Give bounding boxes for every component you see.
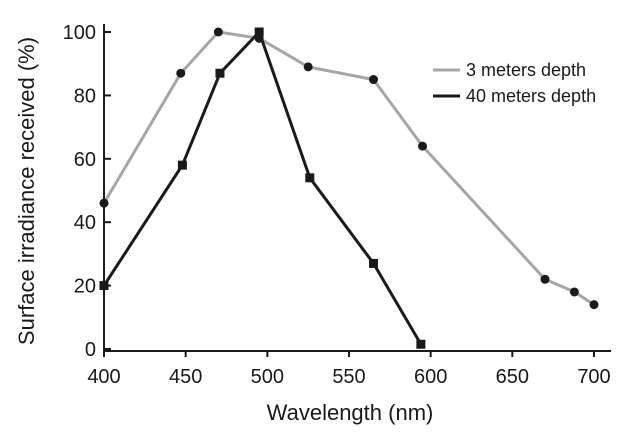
data-point-circle xyxy=(569,287,579,297)
x-tick-label: 550 xyxy=(332,366,365,388)
series-line xyxy=(102,30,595,306)
x-axis-title: Wavelength (nm) xyxy=(267,400,434,425)
y-tick-label: 60 xyxy=(74,149,96,171)
y-ticks: 0 20 40 60 80 100 xyxy=(63,22,111,361)
data-point-square xyxy=(369,258,378,268)
series-2 xyxy=(99,27,426,349)
x-tick-label: 700 xyxy=(577,366,610,388)
data-point-square xyxy=(99,281,109,291)
x-tick-label: 400 xyxy=(87,366,120,388)
series-1 xyxy=(99,27,599,310)
x-tick-label: 600 xyxy=(414,366,447,388)
y-tick-label: 80 xyxy=(74,85,96,107)
y-tick-label: 100 xyxy=(63,22,96,44)
y-tick-label: 40 xyxy=(74,212,96,234)
x-ticks: 400 450 500 550 600 650 700 xyxy=(87,351,611,388)
data-point-square xyxy=(177,160,187,170)
data-point-square xyxy=(416,339,426,349)
data-point-circle xyxy=(99,198,109,208)
data-point-square xyxy=(254,27,264,37)
x-tick-label: 650 xyxy=(496,366,529,388)
y-axis-title: Surface irradiance received (%) xyxy=(14,37,39,345)
legend-label-40m: 40 meters depth xyxy=(466,86,596,106)
y-tick-label: 0 xyxy=(85,339,96,361)
x-tick-label: 500 xyxy=(251,366,284,388)
data-point-circle xyxy=(303,62,313,72)
legend-label-3m: 3 meters depth xyxy=(466,60,586,80)
y-tick-label: 20 xyxy=(74,276,96,298)
data-point-circle xyxy=(589,300,599,310)
series-layer xyxy=(99,27,599,349)
data-point-square xyxy=(215,68,225,78)
data-point-circle xyxy=(418,141,427,151)
data-point-circle xyxy=(369,75,378,85)
axes: 400 450 500 550 600 650 700 0 20 40 60 80 100 xyxy=(63,22,611,388)
data-point-circle xyxy=(540,274,550,284)
x-tick-label: 450 xyxy=(169,366,202,388)
data-point-circle xyxy=(213,27,223,37)
data-point-square xyxy=(305,173,315,183)
legend: 3 meters depth 40 meters depth xyxy=(433,60,596,106)
data-point-circle xyxy=(176,68,186,78)
